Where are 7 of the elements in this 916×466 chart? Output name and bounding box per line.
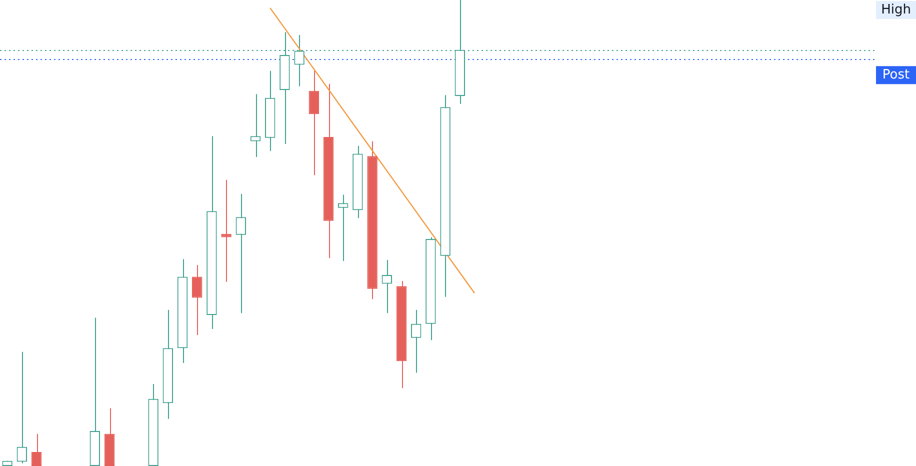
candlestick — [192, 264, 202, 336]
text: High — [881, 2, 911, 18]
candlestick — [308, 70, 320, 176]
ref-line-label: Post — [882, 68, 910, 83]
candlestick — [338, 194, 348, 262]
candlestick — [250, 94, 261, 158]
candlestick — [236, 193, 246, 314]
